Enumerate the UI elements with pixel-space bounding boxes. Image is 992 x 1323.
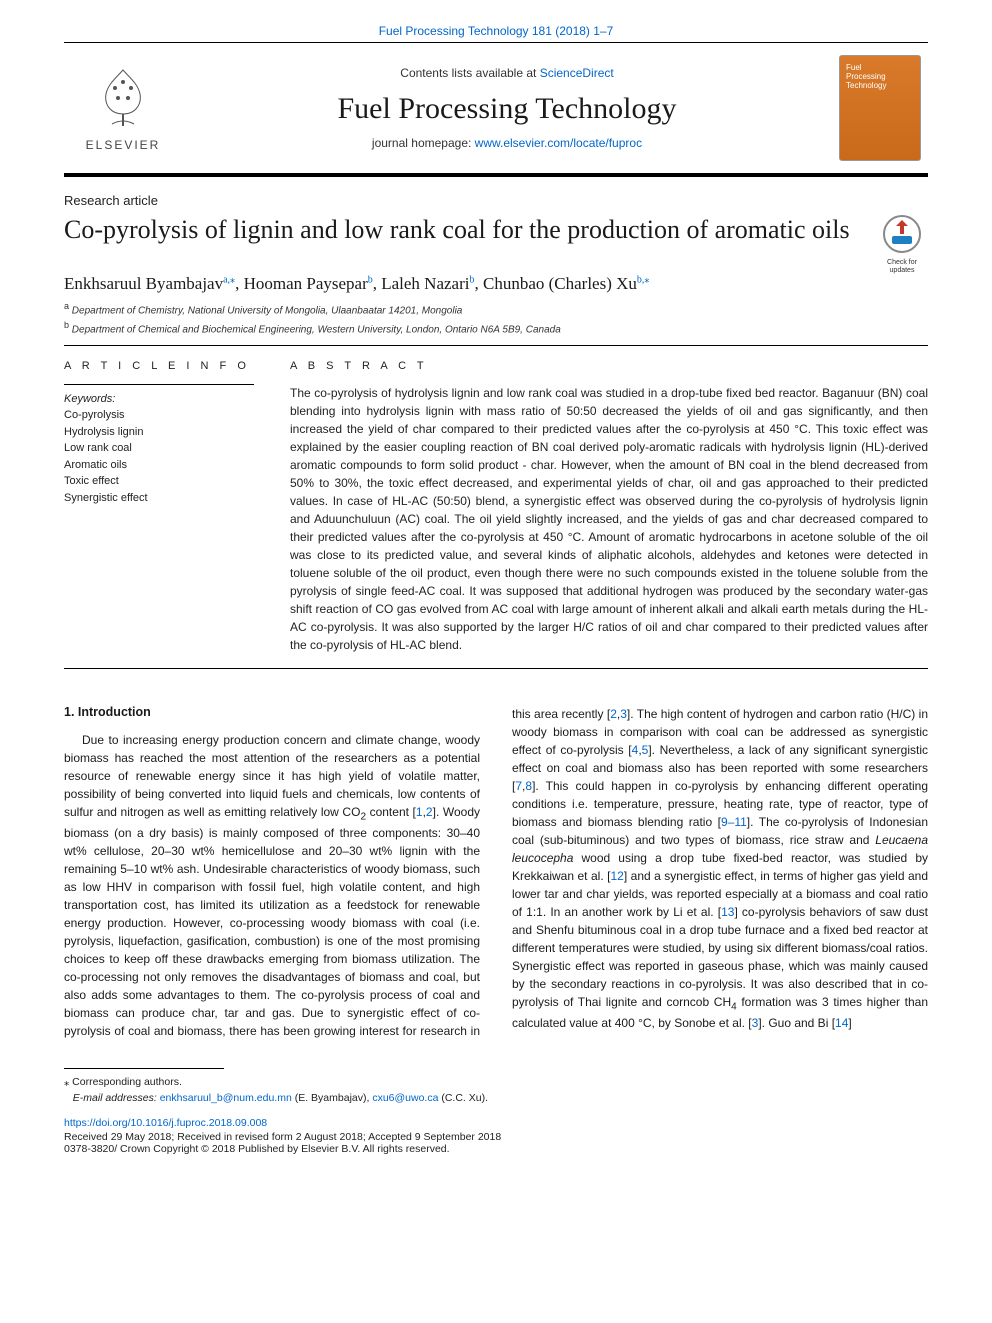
title-row: Co-pyrolysis of lignin and low rank coal…	[64, 214, 928, 274]
corresponding-author-note: ⁎ Corresponding authors.	[64, 1075, 928, 1091]
homepage-link[interactable]: www.elsevier.com/locate/fuproc	[475, 136, 642, 150]
keyword: Synergistic effect	[64, 490, 254, 507]
footnote-rule	[64, 1068, 224, 1069]
email-1-tail: (E. Byambajav),	[292, 1092, 373, 1104]
check-updates-icon	[882, 214, 922, 254]
contents-text: Contents lists available at	[400, 66, 539, 80]
email-line: E-mail addresses: enkhsaruul_b@num.edu.m…	[64, 1091, 928, 1107]
journal-issue-link[interactable]: Fuel Processing Technology 181 (2018) 1–…	[64, 24, 928, 38]
homepage-text: journal homepage:	[372, 136, 475, 150]
affiliation-b: b Department of Chemical and Biochemical…	[64, 319, 928, 337]
homepage-line: journal homepage: www.elsevier.com/locat…	[372, 136, 642, 150]
contents-line: Contents lists available at ScienceDirec…	[400, 66, 613, 80]
email-label: E-mail addresses:	[73, 1092, 160, 1104]
journal-name: Fuel Processing Technology	[338, 92, 677, 126]
keyword: Hydrolysis lignin	[64, 424, 254, 441]
copyright-line: 0378-3820/ Crown Copyright © 2018 Publis…	[64, 1143, 928, 1155]
email-1[interactable]: enkhsaruul_b@num.edu.mn	[160, 1092, 292, 1104]
affil-sup-b: b	[64, 320, 69, 330]
authors-line: Enkhsaruul Byambajava,⁎, Hooman Paysepar…	[64, 274, 928, 294]
email-2-tail: (C.C. Xu).	[438, 1092, 488, 1104]
abstract-column: A B S T R A C T The co-pyrolysis of hydr…	[290, 360, 928, 654]
keyword: Toxic effect	[64, 473, 254, 490]
paper-title: Co-pyrolysis of lignin and low rank coal…	[64, 214, 864, 245]
journal-cover-thumbnail[interactable]	[839, 55, 921, 161]
email-2[interactable]: cxu6@uwo.ca	[372, 1092, 438, 1104]
keyword: Low rank coal	[64, 440, 254, 457]
keywords-list: Co-pyrolysis Hydrolysis lignin Low rank …	[64, 407, 254, 506]
publisher-logo-block: ELSEVIER	[64, 43, 182, 173]
abstract-text: The co-pyrolysis of hydrolysis lignin an…	[290, 384, 928, 654]
article-history: Received 29 May 2018; Received in revise…	[64, 1131, 928, 1143]
body-columns: 1. Introduction Due to increasing energy…	[64, 705, 928, 1040]
info-abstract-block: A R T I C L E I N F O Keywords: Co-pyrol…	[64, 345, 928, 669]
keyword: Co-pyrolysis	[64, 407, 254, 424]
affiliation-a: a Department of Chemistry, National Univ…	[64, 300, 928, 318]
publisher-label: ELSEVIER	[86, 138, 161, 152]
check-updates-label: Check for updates	[876, 259, 928, 274]
check-updates-badge[interactable]: Check for updates	[876, 214, 928, 274]
article-info-column: A R T I C L E I N F O Keywords: Co-pyrol…	[64, 360, 254, 654]
article-info-label: A R T I C L E I N F O	[64, 360, 254, 372]
section-heading-1: 1. Introduction	[64, 705, 480, 719]
affil-text-a: Department of Chemistry, National Univer…	[72, 306, 463, 317]
article-type: Research article	[64, 193, 928, 208]
keyword: Aromatic oils	[64, 457, 254, 474]
page: Fuel Processing Technology 181 (2018) 1–…	[0, 0, 992, 1195]
keywords-heading: Keywords:	[64, 384, 254, 405]
doi-link[interactable]: https://doi.org/10.1016/j.fuproc.2018.09…	[64, 1117, 928, 1129]
sciencedirect-link[interactable]: ScienceDirect	[540, 66, 614, 80]
abstract-label: A B S T R A C T	[290, 360, 928, 372]
intro-paragraph: Due to increasing energy production conc…	[64, 705, 928, 1040]
affil-sup-a: a	[64, 301, 69, 311]
header-right	[832, 43, 928, 173]
affil-text-b: Department of Chemical and Biochemical E…	[72, 324, 561, 335]
journal-header: ELSEVIER Contents lists available at Sci…	[64, 42, 928, 177]
elsevier-tree-icon	[88, 64, 158, 134]
header-center: Contents lists available at ScienceDirec…	[182, 43, 832, 173]
